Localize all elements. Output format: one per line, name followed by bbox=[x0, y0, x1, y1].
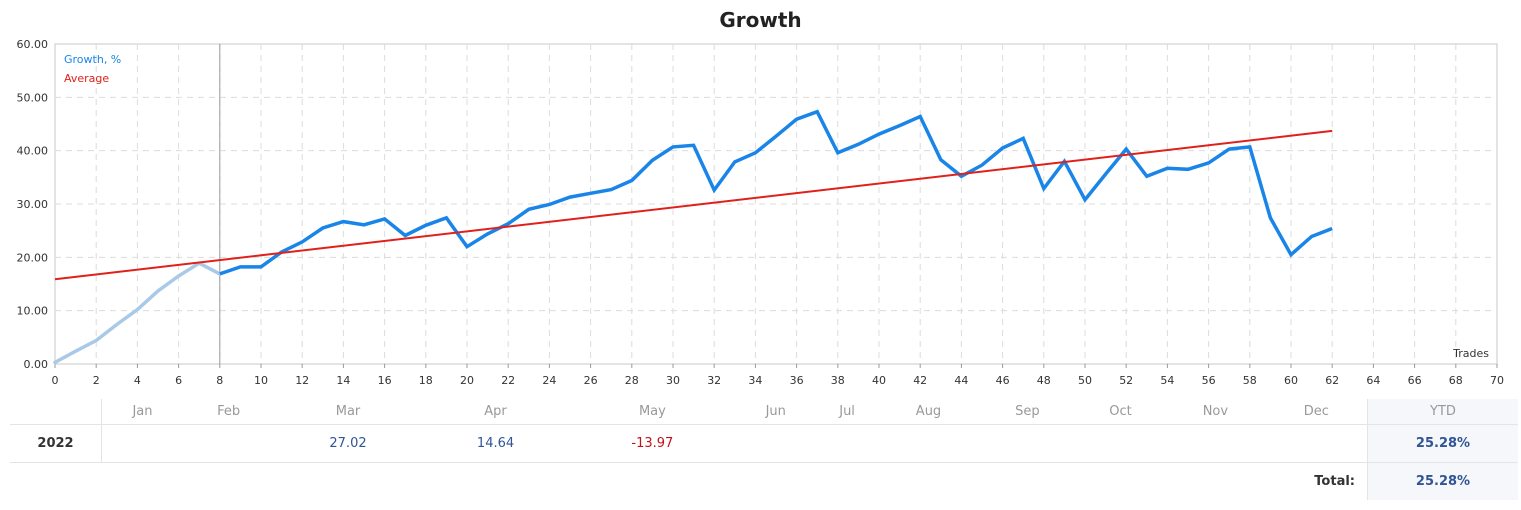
x-tick-label: 12 bbox=[295, 374, 309, 387]
x-tick-label: 48 bbox=[1037, 374, 1051, 387]
year-header bbox=[10, 399, 102, 425]
year-cell: 2022 bbox=[10, 424, 102, 463]
x-tick-label: 24 bbox=[542, 374, 556, 387]
x-tick-label: 68 bbox=[1449, 374, 1463, 387]
x-tick-label: 0 bbox=[52, 374, 59, 387]
total-row: Total: 25.28% bbox=[10, 462, 1518, 500]
growth-series-line bbox=[219, 109, 1333, 276]
x-tick-label: 40 bbox=[872, 374, 886, 387]
month-value-cell bbox=[1075, 424, 1166, 463]
x-tick-label: 32 bbox=[707, 374, 721, 387]
total-value-cell: 25.28% bbox=[1367, 462, 1518, 500]
y-tick-label: 0.00 bbox=[24, 358, 49, 371]
month-header: Oct bbox=[1109, 404, 1132, 419]
x-tick-label: 42 bbox=[913, 374, 927, 387]
x-tick-label: 6 bbox=[175, 374, 182, 387]
x-tick-label: 46 bbox=[996, 374, 1010, 387]
chart-title: Growth bbox=[719, 8, 802, 32]
x-tick-label: 54 bbox=[1160, 374, 1174, 387]
month-header: Sep bbox=[1015, 404, 1040, 419]
month-value-cell bbox=[978, 424, 1076, 463]
x-tick-label: 30 bbox=[666, 374, 680, 387]
x-tick-label: 4 bbox=[134, 374, 141, 387]
x-tick-label: 26 bbox=[584, 374, 598, 387]
x-tick-label: 2 bbox=[93, 374, 100, 387]
y-tick-label: 20.00 bbox=[17, 251, 49, 264]
month-value-cell: -13.97 bbox=[569, 424, 736, 463]
y-tick-label: 40.00 bbox=[17, 145, 49, 158]
month-header: Nov bbox=[1202, 404, 1229, 419]
x-tick-label: 38 bbox=[831, 374, 845, 387]
monthly-growth-table: Jan Feb Mar Apr May Jun Jul Aug Sep Oct … bbox=[10, 399, 1518, 500]
month-header: Feb bbox=[217, 404, 241, 419]
month-header: Mar bbox=[335, 404, 361, 419]
month-header: May bbox=[638, 404, 666, 419]
month-value-cell: 14.64 bbox=[421, 424, 570, 463]
x-tick-label: 14 bbox=[336, 374, 350, 387]
month-header: Jun bbox=[765, 404, 786, 419]
x-tick-label: 22 bbox=[501, 374, 515, 387]
month-value-cell bbox=[182, 424, 275, 463]
month-value-cell bbox=[878, 424, 979, 463]
x-tick-label: 10 bbox=[254, 374, 268, 387]
x-tick-label: 28 bbox=[625, 374, 639, 387]
month-header: Dec bbox=[1303, 404, 1329, 419]
month-value-cell: 27.02 bbox=[274, 424, 422, 463]
ytd-value-cell: 25.28% bbox=[1367, 424, 1518, 463]
month-header: Aug bbox=[915, 404, 942, 419]
ytd-header: YTD bbox=[1367, 399, 1518, 425]
table-row: 2022 27.02 14.64 -13.97 25.28% bbox=[10, 424, 1518, 463]
legend-growth: Growth, % bbox=[64, 53, 121, 66]
x-tick-label: 36 bbox=[790, 374, 804, 387]
x-tick-label: 44 bbox=[954, 374, 968, 387]
legend-average: Average bbox=[64, 72, 109, 85]
growth-series-line-initial bbox=[53, 261, 222, 365]
x-tick-label: 58 bbox=[1243, 374, 1257, 387]
month-value-cell bbox=[1265, 424, 1368, 463]
x-tick-label: 56 bbox=[1202, 374, 1216, 387]
x-tick-label: 64 bbox=[1366, 374, 1380, 387]
x-tick-label: 62 bbox=[1325, 374, 1339, 387]
y-tick-label: 50.00 bbox=[17, 91, 49, 104]
x-tick-label: 18 bbox=[419, 374, 433, 387]
x-tick-label: 8 bbox=[216, 374, 223, 387]
x-tick-label: 34 bbox=[748, 374, 762, 387]
y-tick-label: 10.00 bbox=[17, 305, 49, 318]
x-tick-label: 20 bbox=[460, 374, 474, 387]
month-value-cell bbox=[815, 424, 879, 463]
x-tick-label: 60 bbox=[1284, 374, 1298, 387]
x-tick-label: 70 bbox=[1490, 374, 1504, 387]
month-value-cell bbox=[735, 424, 816, 463]
y-tick-label: 60.00 bbox=[17, 38, 49, 51]
average-series-line bbox=[54, 129, 1333, 281]
x-tick-label: 52 bbox=[1119, 374, 1133, 387]
x-tick-label: 16 bbox=[378, 374, 392, 387]
month-value-cell bbox=[101, 424, 183, 463]
x-tick-label: 66 bbox=[1408, 374, 1422, 387]
month-header: Jul bbox=[839, 404, 855, 419]
month-header: Jan bbox=[132, 404, 153, 419]
month-value-cell bbox=[1165, 424, 1266, 463]
x-axis-label: Trades bbox=[1452, 347, 1489, 360]
total-label: Total: bbox=[1314, 474, 1355, 489]
month-header: Apr bbox=[484, 404, 507, 419]
x-tick-label: 50 bbox=[1078, 374, 1092, 387]
table-header-row: Jan Feb Mar Apr May Jun Jul Aug Sep Oct … bbox=[10, 399, 1518, 425]
y-tick-label: 30.00 bbox=[17, 198, 49, 211]
